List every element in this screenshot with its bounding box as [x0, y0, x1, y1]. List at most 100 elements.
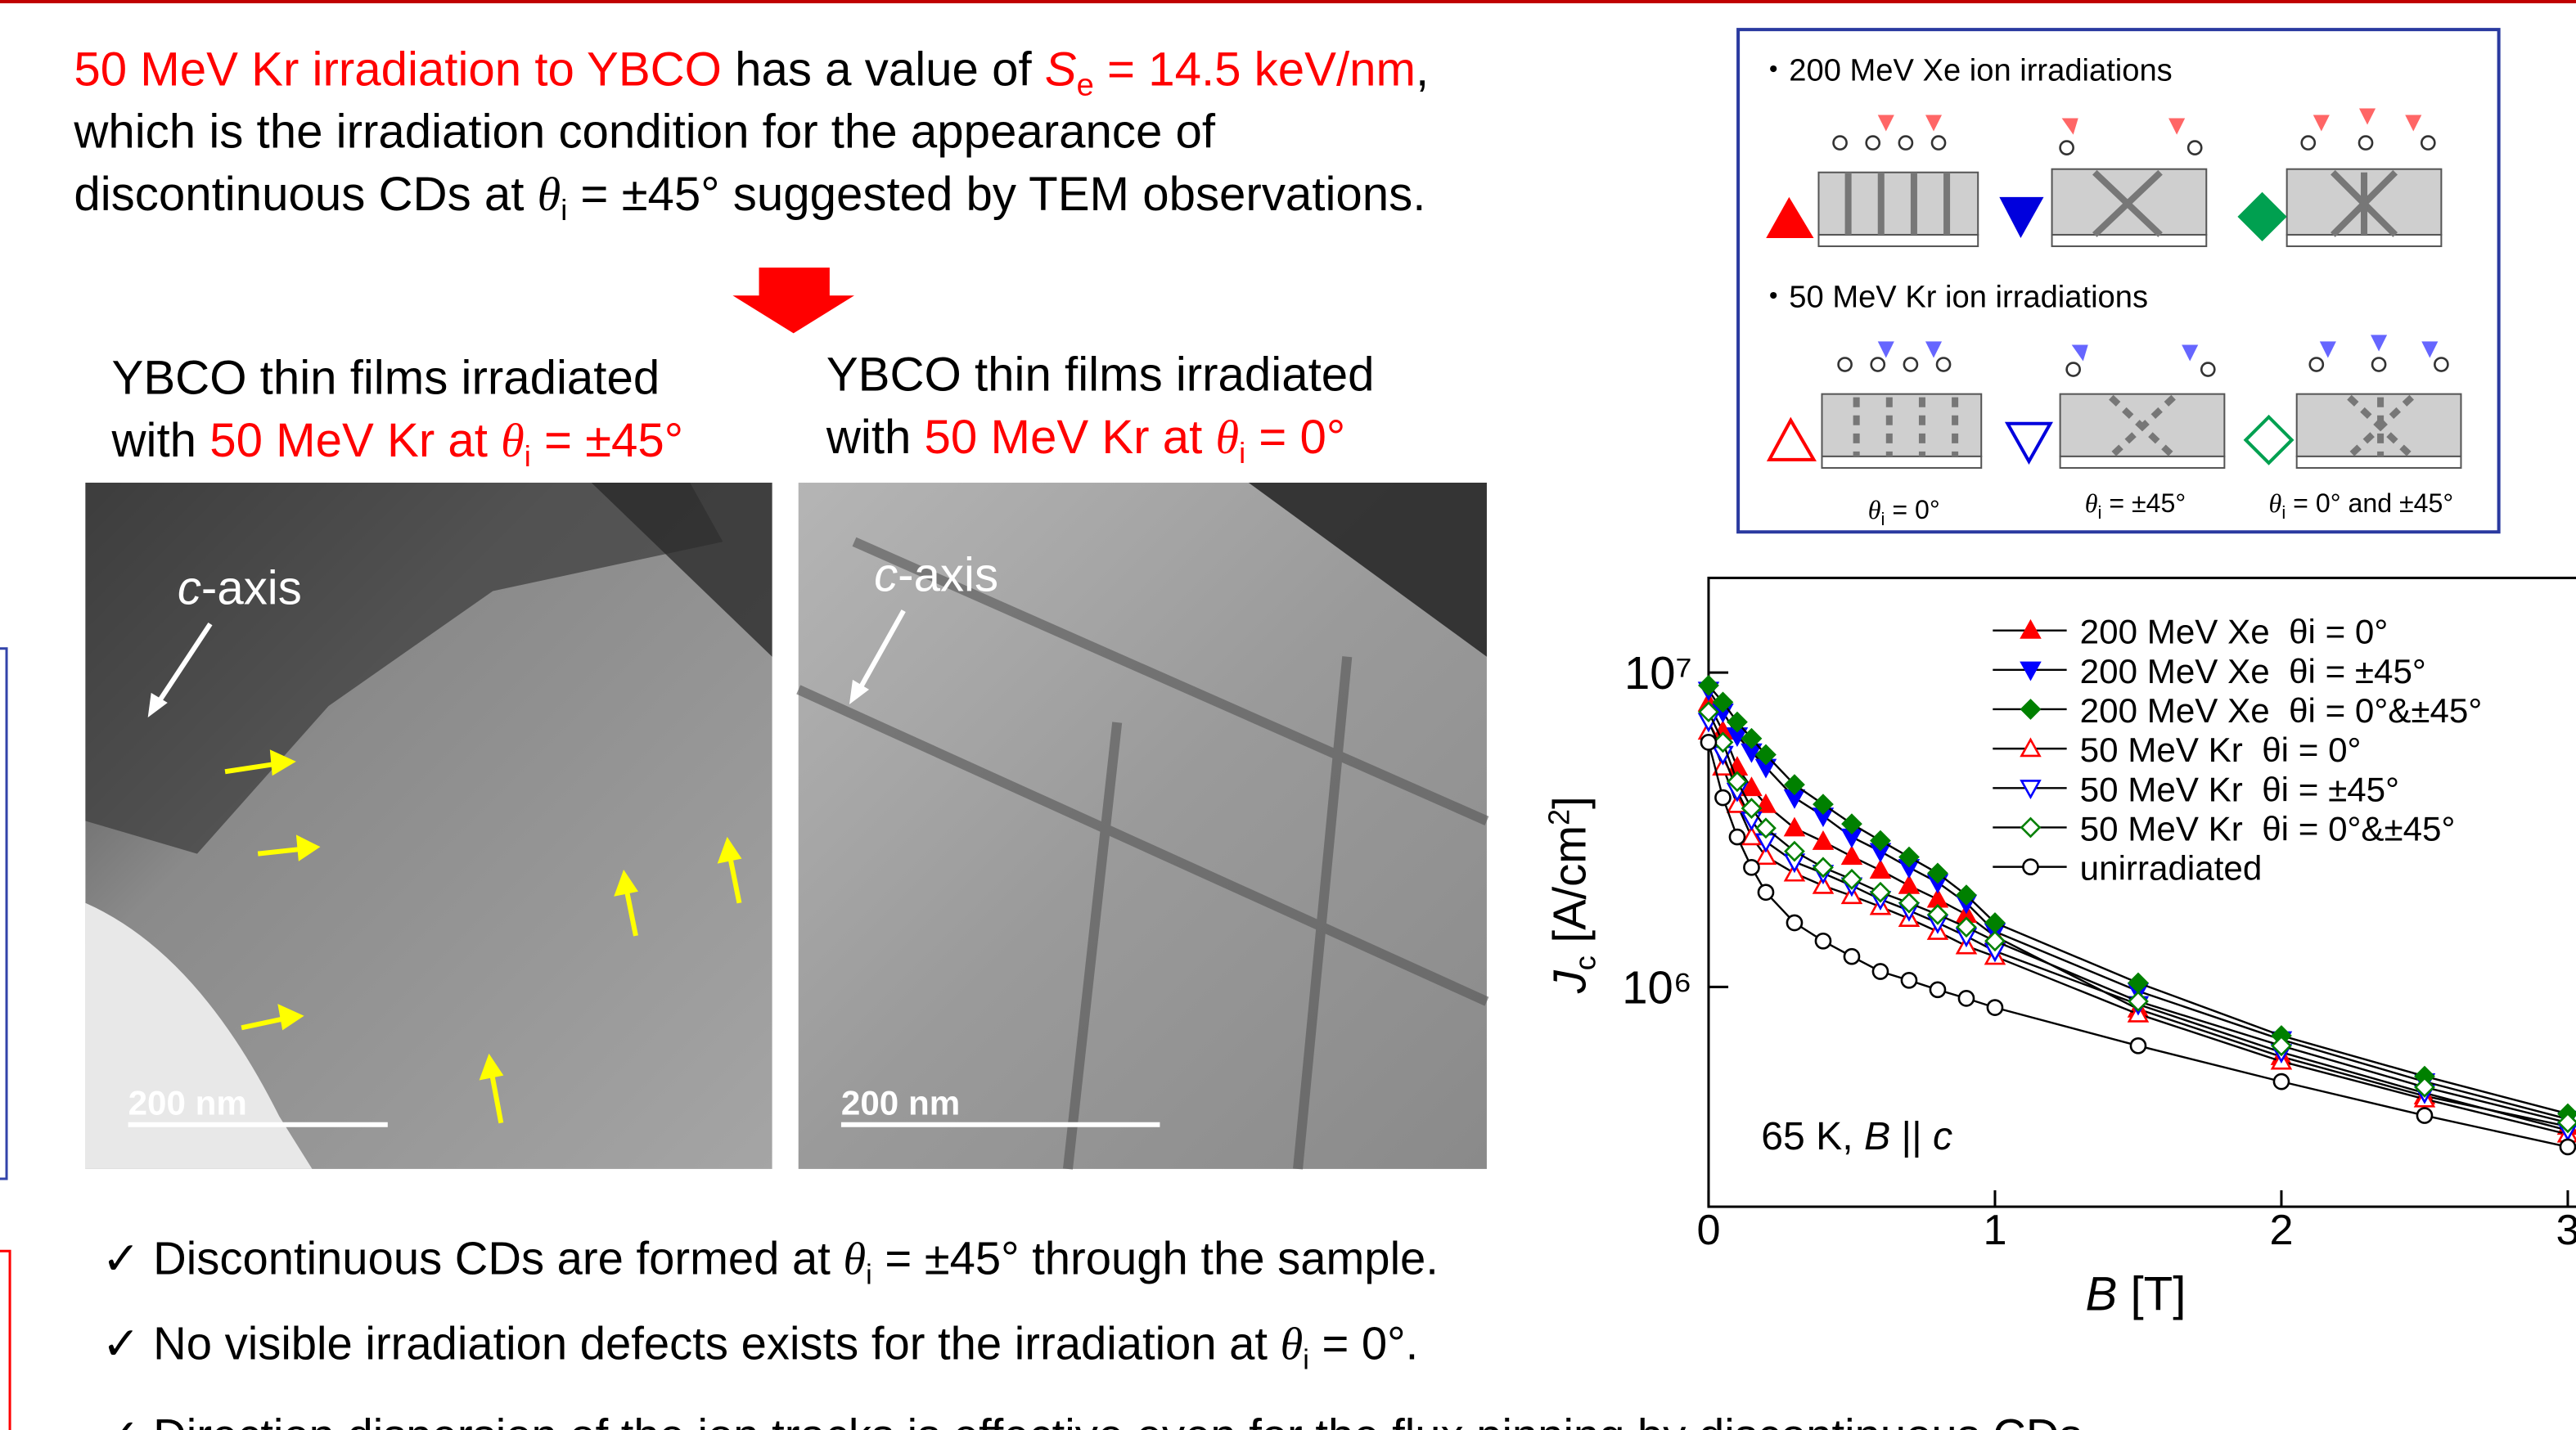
box-title: ・50 MeV Kr ion irradiations: [1758, 279, 2148, 314]
marker: [1701, 735, 1716, 749]
y-axis-label: Jc [A/cm2]: [1542, 796, 1601, 994]
legend-label: 200 MeV Xe θi = 0°: [2080, 613, 2389, 651]
text: i: [561, 193, 567, 227]
slide: 50 MeV Kr irradiation to YBCO has a valu…: [0, 0, 2576, 1430]
text: B: [1864, 1114, 1890, 1158]
legend-label: unirradiated: [2080, 849, 2263, 888]
marker: [1959, 991, 1974, 1005]
text: c: [874, 548, 898, 601]
text: i: [1239, 436, 1245, 470]
caption: with 50 MeV Kr at θi = 0°: [826, 411, 1345, 470]
text: [T]: [2117, 1268, 2186, 1321]
text: 65 K,: [1761, 1114, 1864, 1158]
marker: [2560, 1140, 2575, 1154]
text: i: [525, 439, 531, 473]
config-label: θi = 0°: [1868, 495, 1940, 529]
axis-label: c-axis: [874, 548, 998, 601]
text: θ: [501, 414, 525, 467]
marker: [1730, 830, 1745, 844]
bullet: ✓ Direction dispersion of the ion tracks…: [101, 1410, 2095, 1430]
text: No visible irradiation defects exists fo…: [141, 1318, 1281, 1369]
scale-label: 200 nm: [841, 1084, 960, 1122]
text: c: [1568, 956, 1601, 970]
intro-line: discontinuous CDs at θi = ±45° suggested…: [74, 168, 1425, 227]
text: e: [1077, 67, 1094, 102]
text: Direction dispersion of the ion tracks i…: [141, 1410, 2096, 1430]
legend-label: 50 MeV Kr θi = ±45°: [2080, 770, 2399, 808]
text: θ: [844, 1234, 867, 1284]
text: θ: [1868, 495, 1881, 524]
schematic-box: ・200 MeV Xe ion irradiations ・50 MeV Kr …: [1738, 29, 2499, 532]
marker: [1744, 860, 1759, 875]
text: -axis: [898, 548, 998, 601]
text: = 0°: [1885, 495, 1939, 524]
scale-label: 200 nm: [128, 1084, 247, 1122]
text: with: [111, 414, 210, 467]
text: discontinuous CDs at: [74, 168, 537, 221]
text: = 0° and ±45°: [2286, 488, 2453, 518]
text: θ: [2269, 488, 2282, 518]
text: θ: [1281, 1320, 1304, 1370]
x-tick-label: 2: [2269, 1207, 2293, 1254]
text: = ±45°: [2101, 488, 2186, 518]
annotation: 65 K, B || c: [1761, 1114, 1952, 1158]
text: = ±45°: [531, 414, 683, 467]
text: = 0°.: [1309, 1318, 1418, 1369]
text: ]: [1543, 796, 1595, 809]
intro-line: 50 MeV Kr irradiation to YBCO has a valu…: [74, 43, 1429, 102]
text: ✓: [101, 1318, 140, 1369]
marker: [1844, 949, 1859, 964]
box-title: ・200 MeV Xe ion irradiations: [1758, 52, 2173, 88]
captions: YBCO thin films irradiated with 50 MeV K…: [111, 349, 1375, 473]
text: has a value of: [722, 43, 1045, 96]
marker: [2131, 1038, 2146, 1053]
text: = ±45° through the sample.: [872, 1232, 1439, 1284]
down-arrow: [732, 268, 854, 333]
edge-box: [0, 1251, 10, 1430]
text: Discontinuous CDs are formed at: [141, 1232, 844, 1284]
text: ✓: [101, 1410, 140, 1430]
x-axis-label: B [T]: [2085, 1268, 2186, 1321]
marker: [1873, 964, 1888, 978]
axis-label: c-axis: [178, 562, 302, 615]
marker: [1759, 885, 1773, 900]
marker: [1902, 973, 1916, 987]
tem-image-right: c-axis 200 nm: [799, 483, 1487, 1169]
marker: [1715, 790, 1730, 805]
caption: YBCO thin films irradiated: [826, 349, 1375, 402]
text: 50 MeV Kr at: [925, 411, 1216, 464]
caption: YBCO thin films irradiated: [112, 352, 660, 405]
tem-image-left: c-axis 200 nm: [85, 483, 772, 1169]
text: i: [866, 1259, 872, 1290]
marker: [2417, 1108, 2432, 1123]
legend-label: 200 MeV Xe θi = 0°&±45°: [2080, 691, 2483, 730]
text: [A/cm: [1543, 825, 1595, 956]
text: 50 MeV Kr irradiation to YBCO: [74, 43, 722, 96]
intro-line: which is the irradiation condition for t…: [73, 106, 1216, 159]
intro: 50 MeV Kr irradiation to YBCO has a valu…: [73, 43, 1429, 227]
bullets: ✓ Discontinuous CDs are formed at θi = ±…: [101, 1232, 2095, 1430]
legend-label: 50 MeV Kr θi = 0°&±45°: [2080, 810, 2456, 848]
text: J: [1543, 969, 1595, 994]
bullet: ✓ No visible irradiation defects exists …: [101, 1318, 1418, 1376]
text: = 0°: [1245, 411, 1345, 464]
text: with: [826, 411, 925, 464]
marker: [1787, 915, 1802, 930]
text: S: [1045, 43, 1077, 96]
text: c: [178, 562, 201, 615]
bullet: ✓ Discontinuous CDs are formed at θi = ±…: [101, 1232, 1438, 1290]
y-tick-label: 10⁶: [1622, 962, 1692, 1014]
text: = 14.5 keV/nm: [1094, 43, 1416, 96]
edge-box: [0, 649, 7, 1179]
marker: [1816, 933, 1831, 948]
x-tick-label: 3: [2556, 1207, 2576, 1254]
top-rule: [0, 0, 2576, 3]
chart: Jc [A/cm2] B [T] 65 K, B || c 012310⁶10⁷…: [1542, 578, 2576, 1320]
text: ✓: [101, 1232, 140, 1284]
text: 2: [1542, 809, 1575, 825]
text: -axis: [201, 562, 302, 615]
text: ||: [1890, 1114, 1933, 1158]
marker: [2274, 1074, 2289, 1089]
text: θ: [1215, 411, 1239, 464]
text: 50 MeV Kr at: [209, 414, 501, 467]
